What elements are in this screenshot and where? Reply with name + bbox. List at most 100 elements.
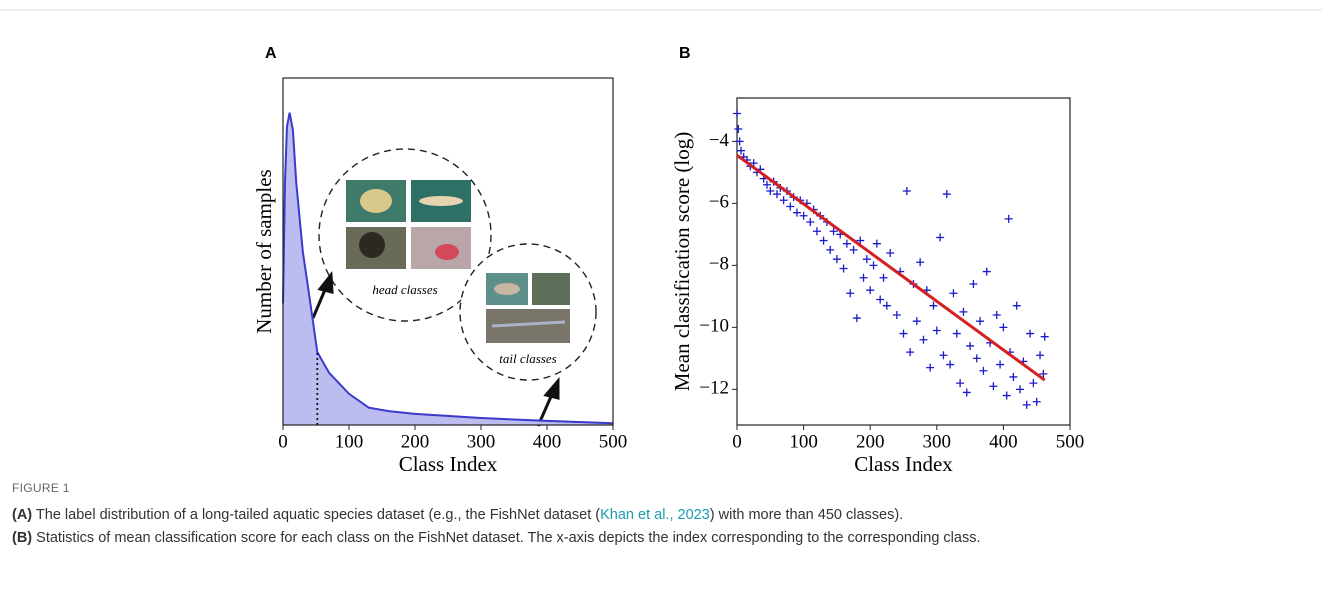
y-tick-label: −6 <box>709 192 729 213</box>
scatter-point <box>1032 397 1041 406</box>
scatter-point <box>786 202 795 211</box>
scatter-point <box>1040 332 1049 341</box>
x-tick-label: 400 <box>989 431 1018 452</box>
scatter-point <box>919 335 928 344</box>
scatter-point <box>912 317 921 326</box>
caption: (A) The label distribution of a long-tai… <box>12 504 1302 550</box>
scatter-point <box>906 348 915 357</box>
scatter-point <box>976 317 985 326</box>
scatter-point <box>1029 379 1038 388</box>
scatter-point <box>736 146 745 155</box>
y-tick-label: −8 <box>709 254 729 275</box>
scatter-point <box>826 245 835 254</box>
citation-link[interactable]: Khan et al., 2023 <box>600 507 710 523</box>
scatter-point <box>1009 372 1018 381</box>
scatter-point <box>772 190 781 199</box>
caption-tag: (A) <box>12 507 33 523</box>
scatter-point <box>852 314 861 323</box>
scatter-point <box>926 363 935 372</box>
y-tick-label: −10 <box>699 316 729 337</box>
scatter-point <box>1026 329 1035 338</box>
scatter-point <box>735 137 744 146</box>
x-tick-label: 300 <box>923 431 952 452</box>
scatter-point <box>982 267 991 276</box>
scatter-point <box>766 186 775 195</box>
scatter-point <box>999 323 1008 332</box>
scatter-point <box>856 236 865 245</box>
caption-text: The label distribution of a long-tailed … <box>32 507 601 523</box>
tail-inset <box>459 243 597 381</box>
scatter-point <box>859 273 868 282</box>
scatter-point <box>849 245 858 254</box>
scatter-point <box>866 286 875 295</box>
caption-text: Statistics of mean classification score … <box>32 530 981 546</box>
scatter-point <box>806 217 815 226</box>
x-tick-label: 0 <box>732 431 742 452</box>
scatter-point <box>979 366 988 375</box>
x-tick-label: 400 <box>533 431 562 452</box>
scatter-point <box>829 227 838 236</box>
scatter-point <box>929 301 938 310</box>
scatter-point <box>992 310 1001 319</box>
scatter-point <box>876 295 885 304</box>
scatter-point <box>733 109 741 118</box>
scatter-point <box>879 273 888 282</box>
scatter-point <box>962 388 971 397</box>
scatter-point <box>846 289 855 298</box>
area-line <box>282 112 614 425</box>
y-axis-label: Number of samples <box>252 169 276 333</box>
scatter-point <box>779 196 788 205</box>
scatter-point <box>939 351 948 360</box>
plot-frame <box>736 97 1071 426</box>
scatter-point <box>949 289 958 298</box>
x-tick-label: 200 <box>401 431 430 452</box>
scatter-point <box>956 379 965 388</box>
area-fill <box>283 112 613 425</box>
scatter-point <box>969 279 978 288</box>
x-tick-label: 500 <box>1056 431 1085 452</box>
scatter-point <box>1036 351 1045 360</box>
x-tick-label: 500 <box>599 431 628 452</box>
scatter-point <box>842 239 851 248</box>
figure-label: FIGURE 1 <box>12 481 70 495</box>
scatter-point <box>839 264 848 273</box>
annotation: head classes <box>372 282 437 297</box>
x-tick-label: 0 <box>278 431 288 452</box>
scatter-point <box>819 236 828 245</box>
scatter-point <box>936 233 945 242</box>
figure: A Class Index Number of samples 0 100 200 300 4… <box>0 9 1322 474</box>
annotation: tail classes <box>499 351 556 366</box>
x-axis-label: Class Index <box>399 452 498 474</box>
scatter-point <box>792 208 801 217</box>
caption-text: ) with more than 450 classes). <box>709 507 904 523</box>
scatter-point <box>869 261 878 270</box>
y-tick-label: −4 <box>709 130 730 151</box>
caption-tag: (B) <box>12 530 33 546</box>
head-inset <box>318 148 492 322</box>
y-axis-label: Mean classification score (log) <box>670 132 694 392</box>
scatter-point <box>972 354 981 363</box>
scatter-point <box>1012 301 1021 310</box>
panel-label: A <box>265 45 277 62</box>
scatter-point <box>902 186 911 195</box>
scatter-point <box>966 341 975 350</box>
scatter-point <box>1004 214 1013 223</box>
scatter-point <box>892 310 901 319</box>
x-axis-label: Class Index <box>854 452 953 474</box>
scatter-point <box>1016 385 1025 394</box>
scatter-point <box>1039 369 1048 378</box>
x-tick-label: 100 <box>789 431 818 452</box>
scatter-point <box>952 329 961 338</box>
scatter-point <box>942 190 951 199</box>
scatter-point <box>812 227 821 236</box>
fit-line <box>736 154 1046 382</box>
scatter-point <box>1002 391 1011 400</box>
scatter-point <box>862 255 871 264</box>
x-tick-label: 100 <box>335 431 364 452</box>
y-tick-label: −12 <box>699 378 729 399</box>
scatter-point <box>1022 400 1031 409</box>
scatter-point <box>899 329 908 338</box>
scatter-point <box>989 382 998 391</box>
scatter-point <box>799 211 808 220</box>
scatter-point <box>734 124 743 133</box>
